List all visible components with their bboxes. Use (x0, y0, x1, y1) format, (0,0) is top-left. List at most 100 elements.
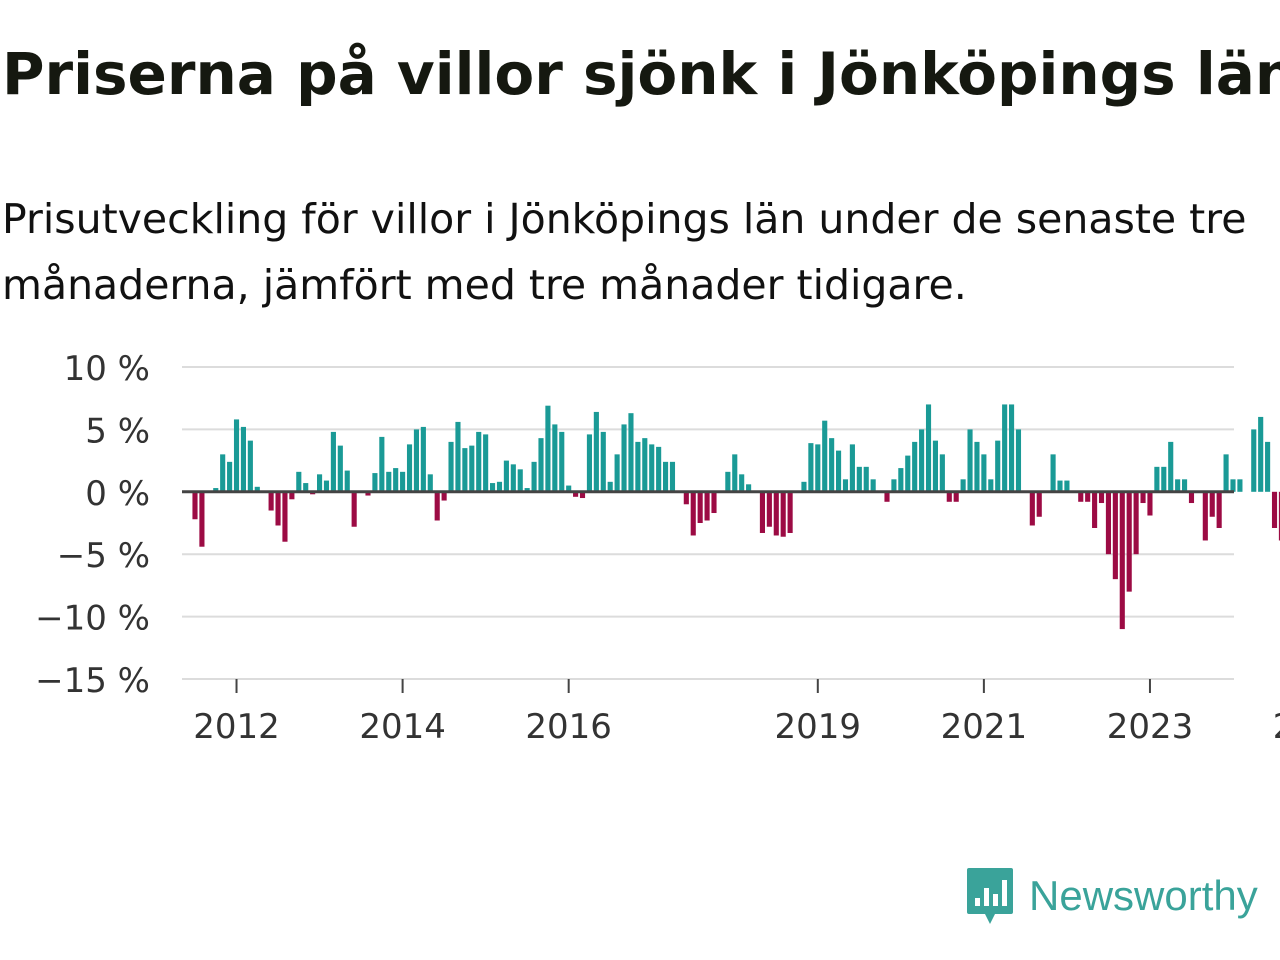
bar (372, 473, 378, 492)
chart-title: Priserna på villor sjönk i Jönköpings lä… (2, 40, 1280, 108)
bar (1064, 480, 1070, 492)
bar (1265, 441, 1271, 492)
bars-layer (192, 404, 1280, 630)
bar (669, 461, 676, 492)
bar (573, 491, 579, 497)
bar (1175, 479, 1181, 492)
bar (503, 460, 509, 492)
bar (766, 491, 772, 527)
bar (649, 444, 655, 492)
bar (884, 491, 890, 502)
bar (386, 471, 392, 492)
bar (1119, 491, 1125, 630)
bar (406, 444, 413, 492)
y-tick-label: 0 % (85, 474, 150, 514)
x-tick-label: 2014 (359, 707, 446, 747)
bar (213, 488, 219, 492)
bar (496, 481, 503, 492)
bar (1092, 491, 1098, 528)
bar (1036, 491, 1042, 517)
bar (192, 491, 198, 520)
bar (663, 461, 669, 492)
bar (1209, 491, 1215, 517)
bar (946, 491, 952, 502)
bar (891, 479, 897, 492)
y-tick-label: −15 % (35, 661, 150, 701)
bar (988, 479, 994, 492)
bar (974, 441, 980, 492)
bar (1133, 491, 1139, 555)
brand-logo[interactable]: Newsworthy (965, 864, 1258, 928)
bar (296, 471, 302, 492)
bar (960, 479, 966, 492)
bar (434, 491, 440, 521)
bar (1161, 466, 1167, 492)
bar (1002, 404, 1008, 492)
bar (531, 461, 537, 492)
bar (856, 466, 862, 492)
bar (815, 444, 821, 492)
bar (801, 481, 807, 492)
bar (448, 441, 454, 492)
bar (323, 480, 330, 492)
bar (441, 491, 447, 501)
bar (330, 431, 336, 492)
bar (317, 474, 323, 492)
bar (476, 431, 482, 492)
bar (455, 421, 461, 492)
bar (932, 440, 938, 492)
bar (1258, 416, 1264, 492)
bar (849, 444, 855, 492)
x-tick-label: 2016 (525, 707, 612, 747)
bar (469, 445, 475, 492)
x-tick-label: 2012 (193, 707, 280, 747)
bar (483, 434, 489, 492)
bar (746, 484, 752, 492)
bar (545, 405, 551, 492)
bar (1050, 454, 1056, 492)
bar (344, 470, 350, 492)
bar (697, 491, 703, 523)
x-tick-label: 2023 (1107, 707, 1194, 747)
bar (1126, 491, 1132, 592)
bar (607, 481, 613, 492)
bar (711, 491, 717, 514)
bar (656, 446, 662, 492)
bar (337, 445, 343, 492)
newsworthy-logo-icon (967, 868, 1013, 924)
grid-layer (182, 366, 1234, 680)
bar (1009, 404, 1015, 492)
bar (275, 491, 281, 526)
bar (925, 404, 932, 492)
bar (510, 464, 516, 492)
bar (586, 434, 592, 492)
bar (427, 474, 433, 492)
bar (690, 491, 696, 536)
bar (780, 491, 786, 537)
bar (600, 431, 606, 492)
bar (635, 441, 641, 492)
bar (247, 440, 253, 492)
y-tick-label: −5 % (57, 536, 150, 576)
bar (704, 491, 710, 521)
bar (725, 471, 731, 492)
bar (393, 468, 399, 492)
axis-layer: 10 % 5 % 0 % −5 % −10 % −15 % 2012 2014 2016 2019… (35, 349, 1280, 747)
bar (1078, 491, 1084, 502)
bar (1223, 454, 1229, 492)
bar (1216, 491, 1222, 528)
bar (462, 448, 468, 492)
bar (227, 461, 233, 492)
bar (1140, 491, 1146, 504)
bar (1015, 429, 1022, 492)
bar (524, 488, 530, 492)
bar (787, 491, 793, 533)
bar (759, 491, 765, 533)
bar (566, 485, 572, 492)
bar (420, 426, 426, 492)
bar (282, 491, 288, 542)
bar (220, 454, 226, 492)
bar (559, 431, 565, 492)
bar (628, 413, 634, 492)
bar (517, 469, 523, 492)
